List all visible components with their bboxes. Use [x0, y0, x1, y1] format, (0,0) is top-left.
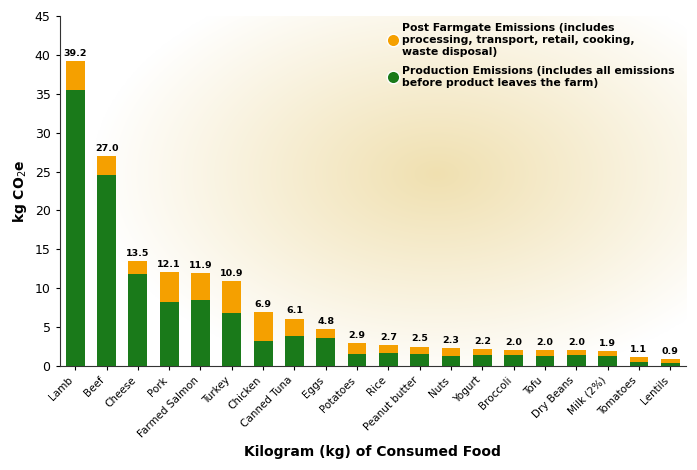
- Bar: [285, 319, 304, 336]
- Bar: [411, 354, 429, 366]
- Text: 2.0: 2.0: [537, 338, 553, 347]
- Bar: [442, 356, 461, 366]
- Bar: [567, 351, 585, 355]
- Bar: [504, 351, 523, 355]
- Bar: [348, 354, 367, 366]
- Bar: [535, 351, 554, 356]
- Text: 2.9: 2.9: [348, 331, 365, 340]
- Bar: [504, 355, 523, 366]
- Text: 0.9: 0.9: [661, 347, 679, 356]
- Legend: Post Farmgate Emissions (includes
processing, transport, retail, cooking,
waste : Post Farmgate Emissions (includes proces…: [385, 18, 680, 94]
- Bar: [160, 272, 178, 302]
- Bar: [567, 355, 585, 366]
- Bar: [629, 357, 648, 362]
- Text: 2.3: 2.3: [443, 336, 459, 345]
- Bar: [191, 274, 210, 300]
- Bar: [661, 359, 680, 363]
- Bar: [598, 356, 617, 366]
- Text: 11.9: 11.9: [189, 261, 213, 270]
- Bar: [348, 344, 367, 354]
- Bar: [661, 363, 680, 366]
- Bar: [97, 175, 116, 366]
- Text: 27.0: 27.0: [95, 144, 118, 153]
- Text: 1.9: 1.9: [599, 339, 616, 348]
- Bar: [598, 351, 617, 356]
- Text: 2.0: 2.0: [505, 338, 522, 347]
- Bar: [254, 341, 273, 366]
- Bar: [473, 355, 491, 366]
- Bar: [535, 356, 554, 366]
- Bar: [222, 281, 241, 313]
- Y-axis label: kg CO$_2$e: kg CO$_2$e: [11, 159, 29, 223]
- Text: 12.1: 12.1: [158, 260, 181, 269]
- Bar: [316, 329, 335, 338]
- Text: 39.2: 39.2: [63, 49, 87, 58]
- Bar: [160, 302, 178, 366]
- Text: 13.5: 13.5: [126, 249, 150, 258]
- Bar: [411, 346, 429, 354]
- Text: 10.9: 10.9: [220, 269, 243, 278]
- Bar: [316, 338, 335, 366]
- Text: 2.5: 2.5: [411, 335, 428, 344]
- Bar: [66, 90, 84, 366]
- Bar: [254, 313, 273, 341]
- Text: 4.8: 4.8: [317, 316, 335, 326]
- Bar: [97, 156, 116, 175]
- Bar: [128, 261, 147, 274]
- Text: 6.9: 6.9: [254, 300, 272, 309]
- Bar: [128, 274, 147, 366]
- Text: 2.0: 2.0: [568, 338, 585, 347]
- Bar: [285, 336, 304, 366]
- Text: 6.1: 6.1: [286, 306, 303, 315]
- Bar: [379, 353, 398, 366]
- Bar: [191, 300, 210, 366]
- Bar: [66, 61, 84, 90]
- Bar: [222, 313, 241, 366]
- Bar: [379, 345, 398, 353]
- Text: 2.7: 2.7: [380, 333, 397, 342]
- Text: 1.1: 1.1: [630, 345, 648, 354]
- X-axis label: Kilogram (kg) of Consumed Food: Kilogram (kg) of Consumed Food: [244, 445, 501, 459]
- Bar: [629, 362, 648, 366]
- Text: 2.2: 2.2: [474, 337, 491, 346]
- Bar: [442, 348, 461, 356]
- Bar: [473, 349, 491, 355]
